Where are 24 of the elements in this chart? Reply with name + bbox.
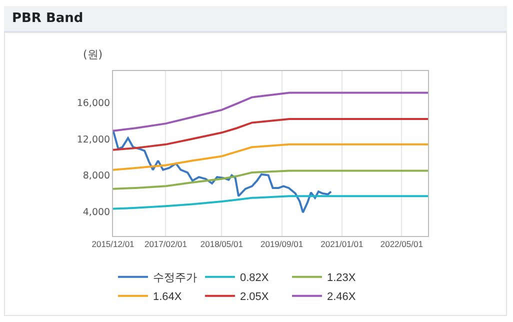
- line-series: [113, 195, 428, 210]
- y-axis-title: (원): [83, 48, 103, 61]
- legend-label: 0.82X: [240, 272, 270, 284]
- line-series: [113, 92, 428, 132]
- x-tick-label: 2019/09/01: [260, 239, 304, 250]
- legend-label: 수정주가: [153, 272, 197, 284]
- chart-title: PBR Band: [4, 6, 507, 32]
- x-tick-label: 2015/12/01: [92, 239, 135, 250]
- legend-label: 1.64X: [153, 291, 182, 304]
- legend-label: 2.05X: [240, 291, 270, 304]
- legend-label: 1.23X: [327, 272, 356, 284]
- y-tick-label: 12,000: [76, 134, 110, 146]
- line-series: [113, 118, 428, 151]
- y-tick-label: 4,000: [82, 206, 110, 218]
- line-series: [113, 128, 332, 214]
- x-tick-label: 2018/05/01: [200, 239, 244, 250]
- y-tick-label: 16,000: [76, 98, 110, 110]
- legend-label: 2.46X: [327, 291, 356, 304]
- x-tick-label: 2017/02/01: [144, 239, 188, 250]
- line-series: [113, 143, 428, 171]
- line-series: [113, 170, 428, 190]
- x-tick-label: 2021/01/01: [320, 239, 364, 250]
- y-tick-label: 8,000: [82, 170, 110, 182]
- x-tick-label: 2022/05/01: [380, 239, 424, 250]
